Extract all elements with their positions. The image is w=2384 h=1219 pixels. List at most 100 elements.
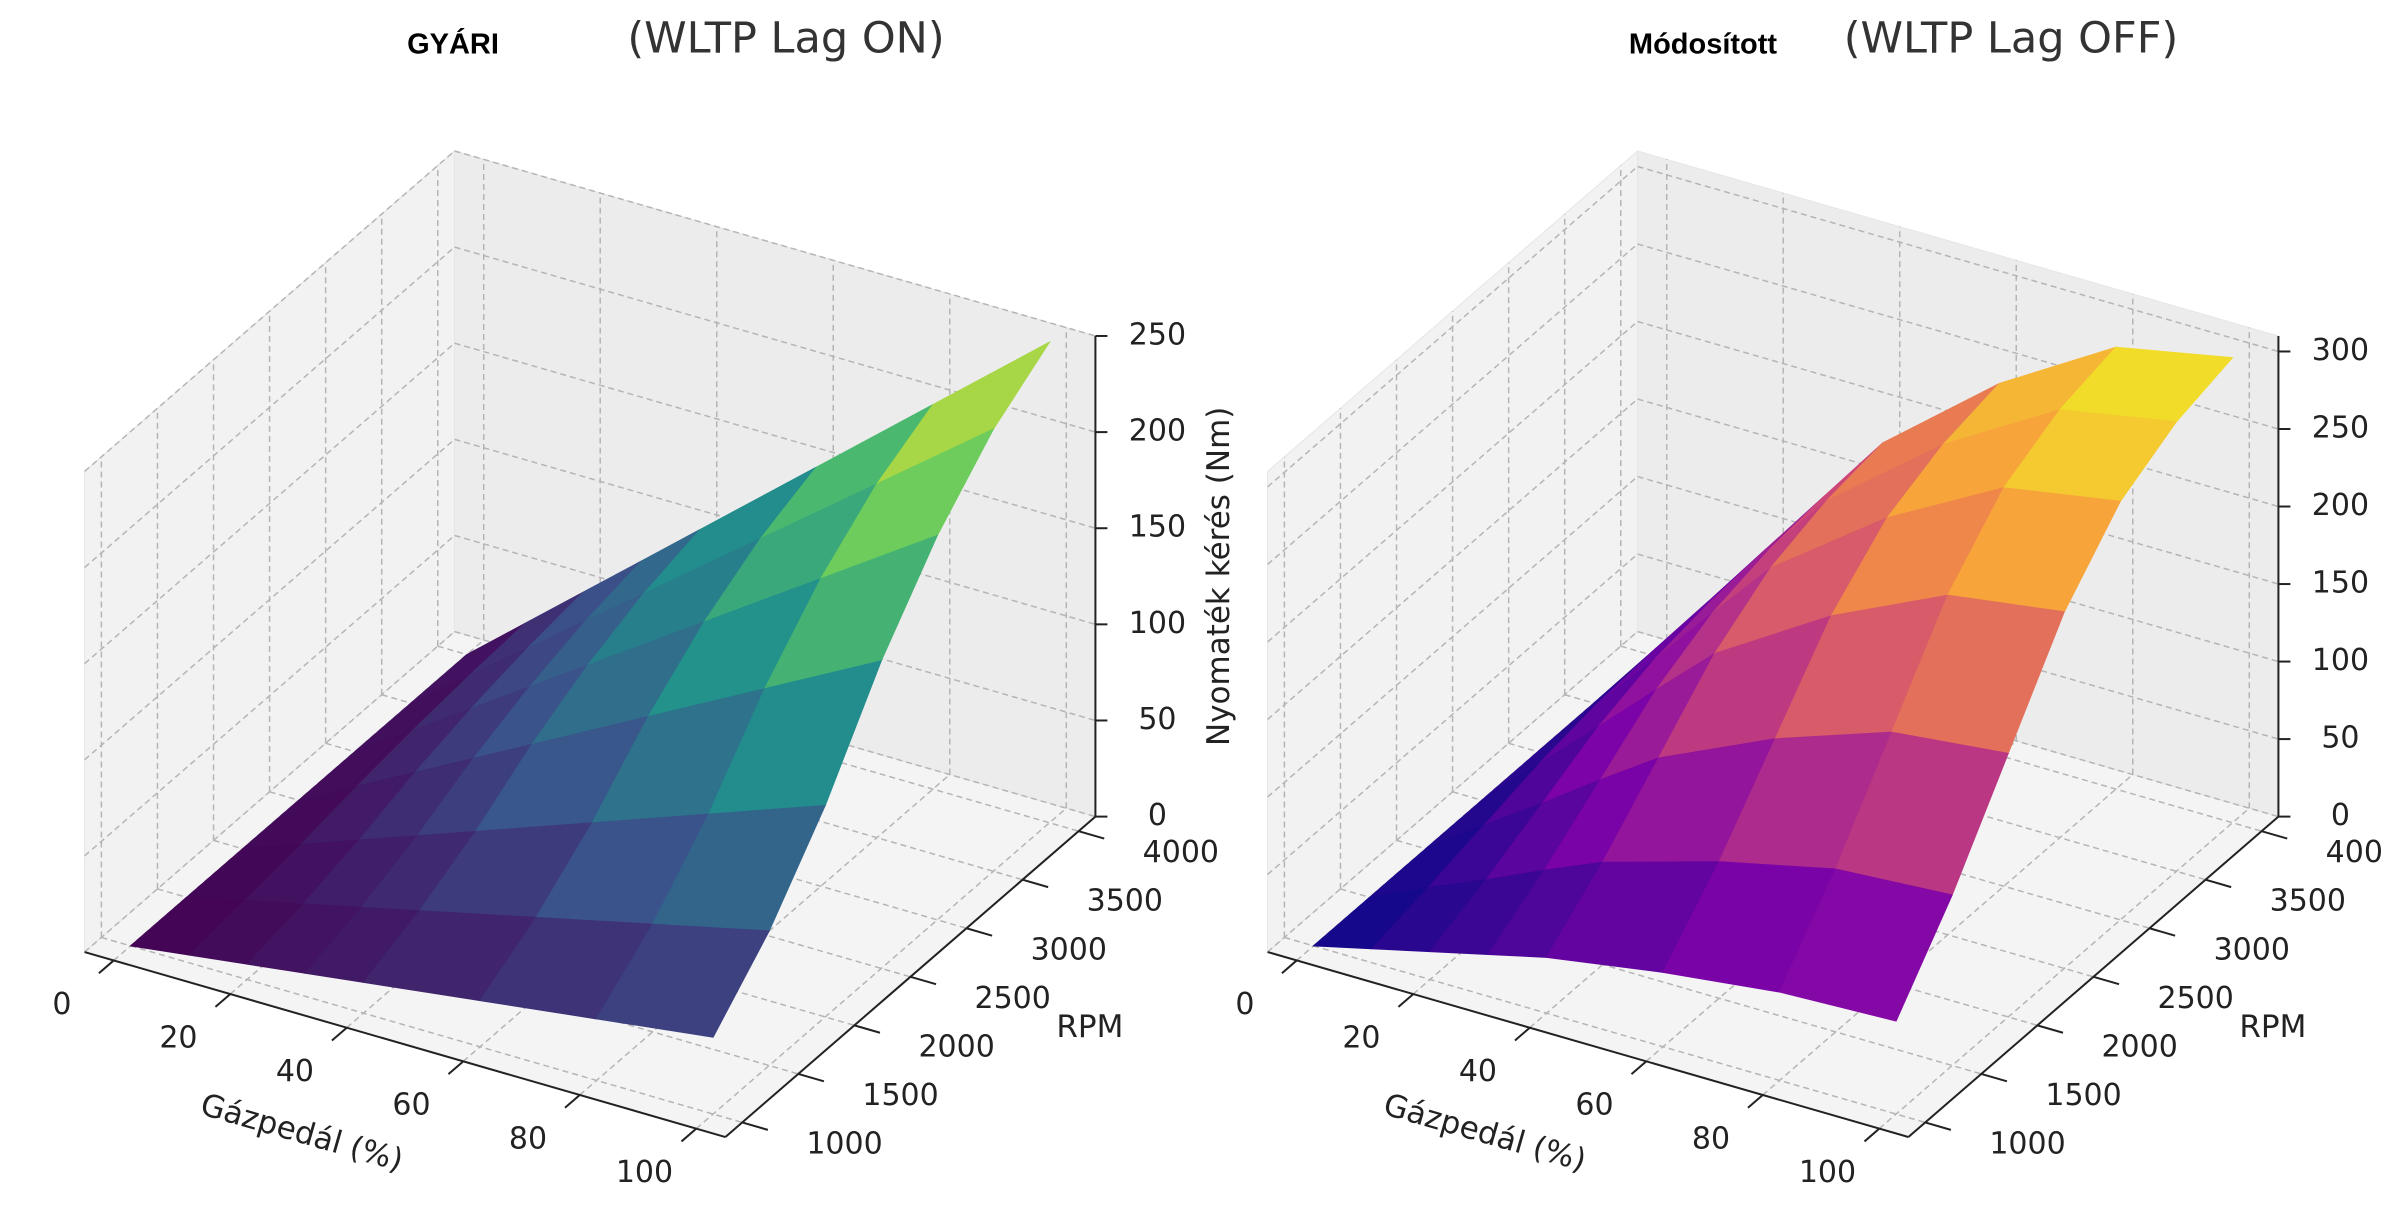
grid-line [84, 246, 456, 569]
y-tick-label: 3500 [1087, 884, 1163, 919]
tick-mark [98, 959, 115, 975]
y-tick-label: 1000 [806, 1126, 882, 1161]
z-tick-label: 100 [2312, 643, 2369, 678]
grid-line [1267, 165, 1639, 488]
tick-mark [1397, 993, 1414, 1008]
z-tick-label: 250 [2312, 411, 2369, 446]
grid-line [1267, 631, 1639, 953]
tick-mark [680, 1127, 697, 1143]
y-tick-label: 4000 [2326, 835, 2384, 870]
tick-mark [741, 1121, 769, 1131]
subplot: 0204060801001000150020002500300035004000… [52, 149, 1237, 1190]
z-tick-label: 150 [1129, 510, 1186, 545]
grid-line [695, 807, 1067, 1130]
grid-line [1267, 475, 1639, 798]
z-tick-label: 0 [1148, 798, 1167, 833]
grid-line [1267, 243, 1639, 565]
grid-line [84, 631, 456, 953]
y-tick-label: 1000 [1989, 1126, 2065, 1161]
grid-line [1284, 936, 1926, 1124]
grid-line [1267, 553, 1639, 876]
z-tick-label: 100 [1129, 606, 1186, 641]
y-tick-label: 1500 [862, 1078, 938, 1113]
tick-mark [564, 1094, 581, 1109]
tick-mark [1514, 1026, 1531, 1042]
tick-mark [1078, 830, 1105, 840]
tick-mark [910, 975, 937, 986]
x-tick-label: 80 [1692, 1121, 1730, 1156]
z-tick-label: 150 [2312, 566, 2369, 601]
tick-mark [1022, 878, 1049, 889]
tick-mark [447, 1060, 464, 1075]
grid-line [454, 342, 1096, 529]
grid-line [1878, 807, 2250, 1130]
tick-mark [214, 993, 231, 1008]
z-tick-label: 200 [2312, 488, 2369, 523]
subplot-label: Módosított [1629, 29, 1778, 61]
tick-mark [2093, 975, 2120, 986]
grid-line [84, 438, 456, 761]
y-tick-label: 2000 [918, 1029, 994, 1064]
x-tick-label: 100 [616, 1155, 673, 1190]
tick-mark [1747, 1094, 1764, 1109]
x-tick-label: 0 [1235, 987, 1254, 1022]
x-tick-label: 40 [1459, 1054, 1497, 1089]
y-tick-label: 4000 [1143, 835, 1219, 870]
y-axis-label: RPM [2239, 1009, 2306, 1045]
z-tick-label: 300 [2312, 333, 2369, 368]
subplot-title: (WLTP Lag ON) [627, 14, 944, 64]
y-tick-label: 2500 [2158, 981, 2234, 1016]
axis-line [724, 815, 1097, 1138]
grid-line [1267, 398, 1639, 721]
x-axis-label: Gázpedál (%) [1379, 1087, 1590, 1179]
surface-face [1778, 868, 1953, 1022]
tick-mark [1924, 1121, 1952, 1131]
subplot-title: (WLTP Lag OFF) [1844, 14, 2179, 64]
tick-mark [2261, 830, 2288, 840]
y-tick-label: 3000 [1031, 932, 1107, 967]
x-tick-label: 60 [1575, 1088, 1613, 1123]
x-tick-label: 20 [1342, 1020, 1380, 1055]
tick-mark [854, 1024, 881, 1034]
x-tick-label: 80 [509, 1121, 547, 1156]
subplot-label: GYÁRI [407, 27, 499, 61]
grid-line [84, 342, 456, 665]
x-tick-label: 60 [392, 1088, 430, 1123]
grid-line [1267, 320, 1639, 643]
axis-line [1907, 815, 2280, 1138]
z-tick-label: 50 [1138, 702, 1176, 737]
y-tick-label: 1500 [2045, 1078, 2121, 1113]
y-tick-label: 3500 [2270, 884, 2346, 919]
x-tick-label: 100 [1799, 1155, 1856, 1190]
grid-line [454, 150, 1096, 337]
axis-line [1267, 951, 1909, 1138]
x-tick-label: 40 [276, 1054, 314, 1089]
tick-mark [2037, 1024, 2064, 1034]
z-tick-label: 0 [2331, 798, 2350, 833]
grid-line [84, 150, 456, 472]
tick-mark [1863, 1127, 1880, 1143]
surface-face [595, 923, 770, 1038]
y-axis-label: RPM [1056, 1009, 1123, 1045]
grid-line [84, 534, 456, 857]
tick-mark [1981, 1072, 2008, 1083]
x-axis-label: Gázpedál (%) [196, 1087, 407, 1179]
x-tick-label: 20 [159, 1020, 197, 1055]
z-tick-label: 200 [1129, 414, 1186, 449]
tick-mark [2149, 927, 2176, 937]
y-tick-label: 2500 [975, 981, 1051, 1016]
axis-line [84, 951, 726, 1138]
tick-mark [2205, 878, 2232, 889]
y-tick-label: 2000 [2101, 1029, 2177, 1064]
z-tick-label: 50 [2321, 721, 2359, 756]
tick-mark [331, 1026, 348, 1042]
tick-mark [798, 1072, 825, 1083]
x-tick-label: 0 [52, 987, 71, 1022]
tick-mark [1281, 959, 1298, 975]
grid-line [1637, 165, 2279, 353]
z-tick-label: 250 [1129, 317, 1186, 352]
grid-line [101, 936, 743, 1124]
tick-mark [966, 927, 993, 937]
